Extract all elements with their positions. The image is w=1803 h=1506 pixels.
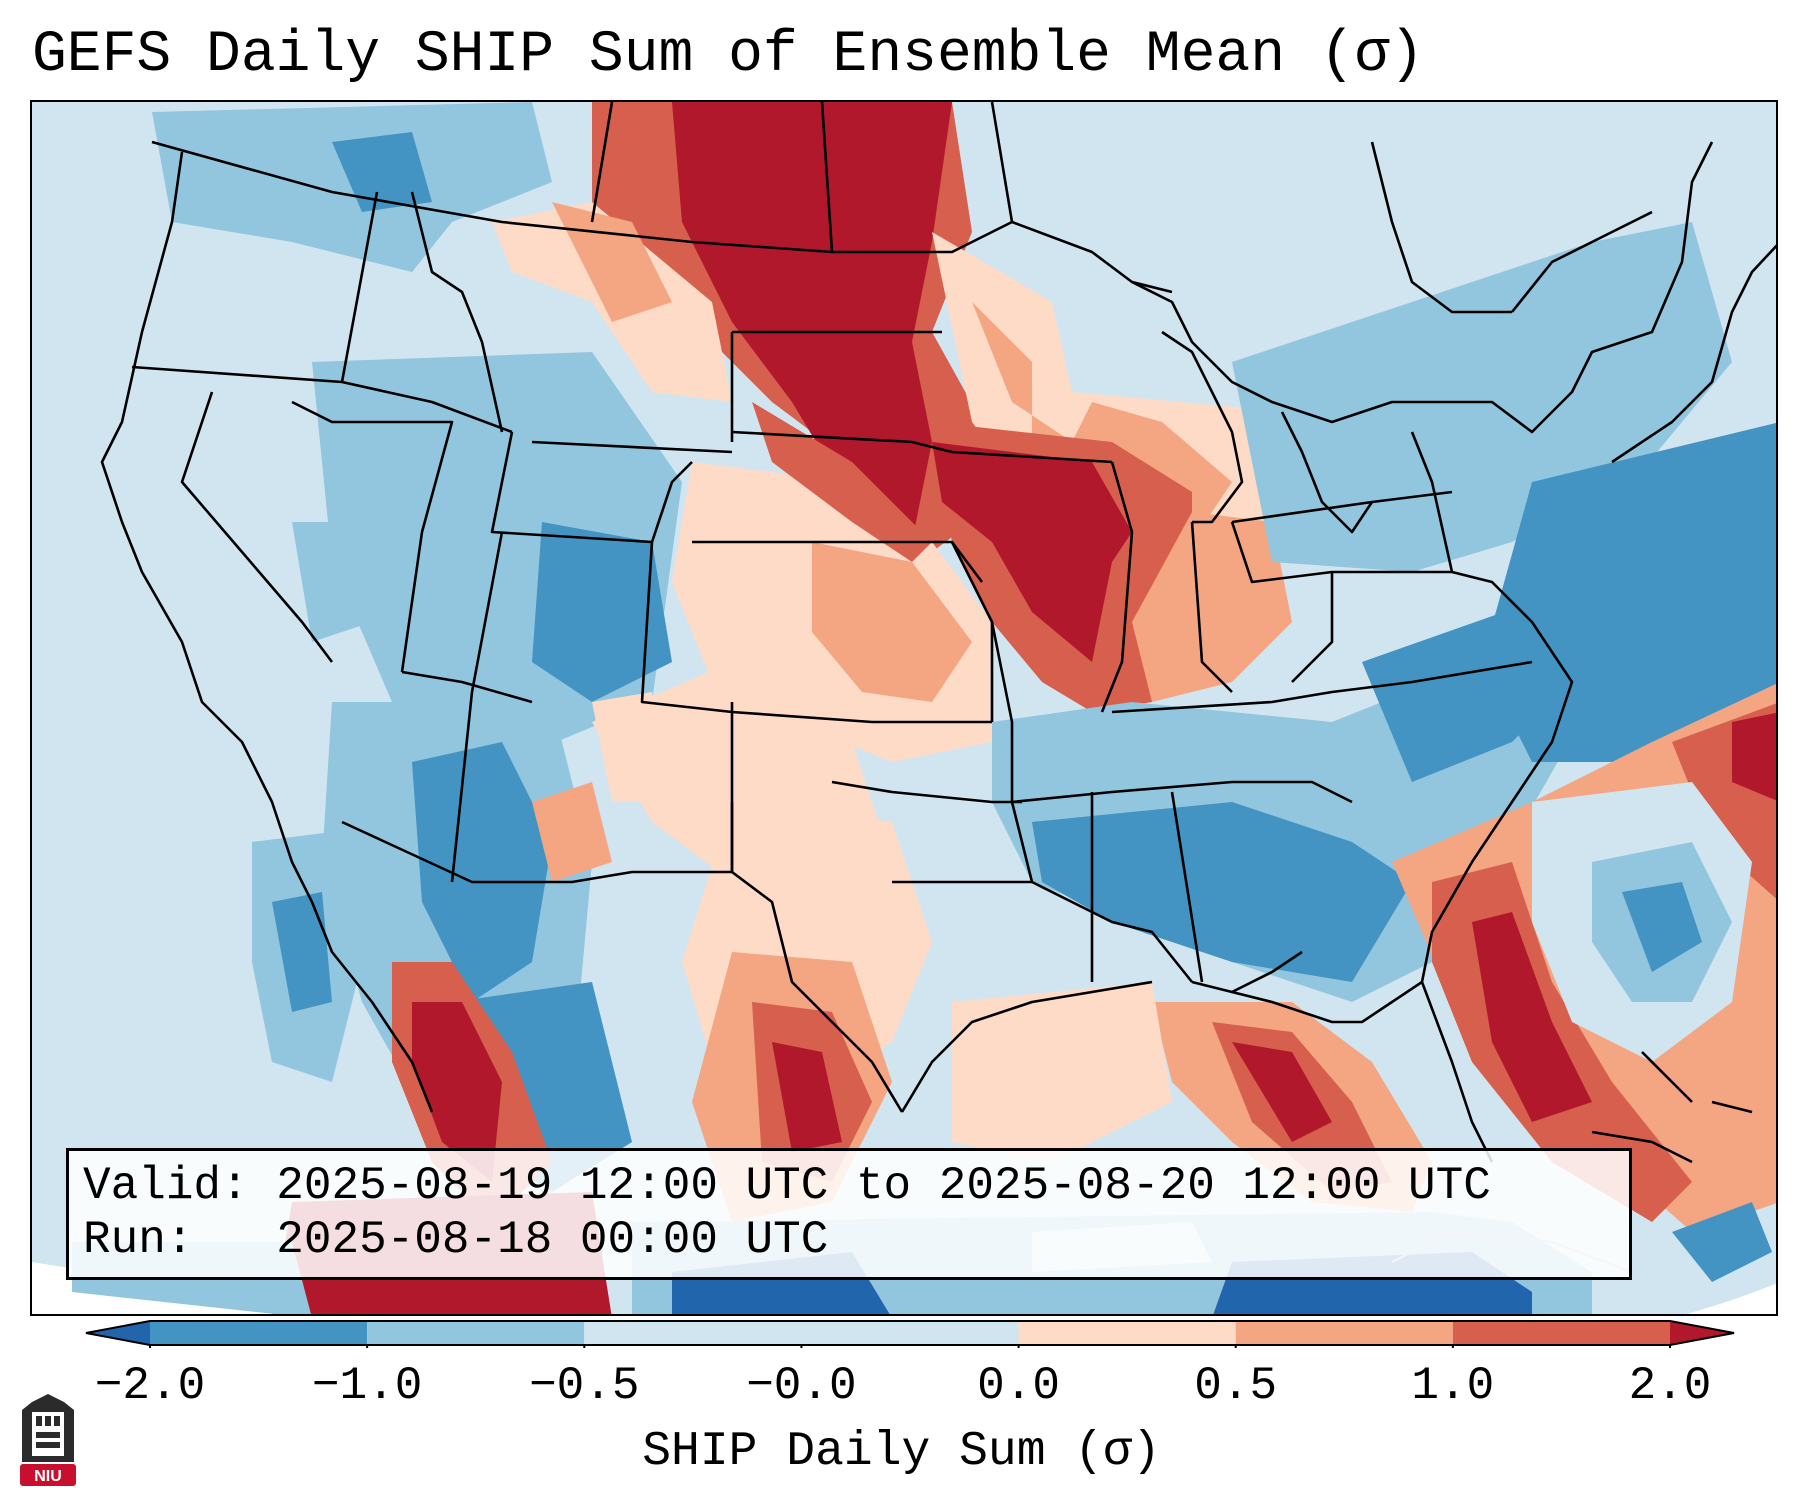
colorbar-tick-label: 0.5 [1194,1360,1278,1412]
niu-logo: NIU [18,1392,78,1493]
colorbar [70,1318,1750,1353]
colorbar-tick-label: −2.0 [94,1360,206,1412]
colorbar-tick-label: −0.0 [746,1360,857,1412]
colorbar-tick-label: 1.0 [1411,1360,1495,1412]
colorbar-extend-high [1670,1321,1734,1345]
colorbar-bin [1235,1321,1453,1345]
svg-text:NIU: NIU [34,1468,62,1485]
colorbar-tick-label: −1.0 [311,1360,423,1412]
valid-label: Valid: [83,1160,249,1212]
colorbar-bin [150,1321,368,1345]
run-label: Run: [83,1214,194,1266]
colorbar-tick-label: 0.0 [977,1360,1060,1412]
map-title: GEFS Daily SHIP Sum of Ensemble Mean (σ) [32,23,1425,88]
validity-info-box: Valid: 2025-08-19 12:00 UTC to 2025-08-2… [66,1148,1632,1280]
anomaly-field [32,102,1776,1314]
colorbar-extend-low [86,1321,150,1345]
colorbar-tick-label: 2.0 [1628,1360,1712,1412]
state-boundaries [100,102,1776,1164]
map-panel [30,100,1778,1316]
colorbar-bin [367,1321,585,1345]
colorbar-bin [801,1321,1019,1345]
run-time: 2025-08-18 00:00 UTC [276,1214,829,1266]
colorbar-svg [85,1320,1735,1351]
colorbar-bin [1452,1321,1670,1345]
colorbar-tick-label: −0.5 [529,1360,640,1412]
projection-edge [1686,1283,1776,1314]
colorbar-label: SHIP Daily Sum (σ) [642,1425,1161,1479]
ship-map [32,102,1776,1314]
projection-edge [32,1262,516,1314]
colorbar-bin [584,1321,802,1345]
valid-time: 2025-08-19 12:00 UTC to 2025-08-20 12:00… [276,1160,1491,1212]
colorbar-bin [1018,1321,1236,1345]
niu-logo-icon: NIU [20,1394,76,1486]
